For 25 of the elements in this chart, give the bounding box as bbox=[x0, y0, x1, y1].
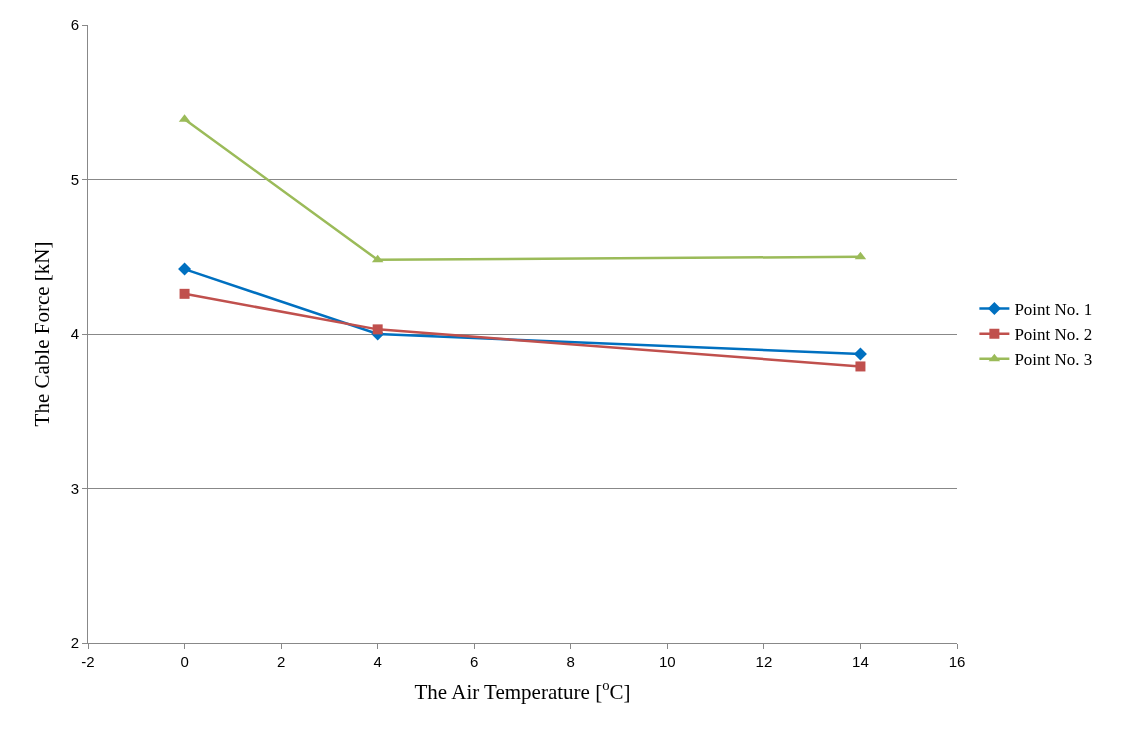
x-tick-label: 16 bbox=[948, 653, 966, 670]
legend-label: Point No. 2 bbox=[1014, 325, 1093, 345]
x-tick-label: 2 bbox=[276, 653, 286, 670]
y-tick-label: 6 bbox=[70, 16, 79, 34]
x-tick-label: 4 bbox=[373, 653, 382, 670]
x-tick-label: 14 bbox=[852, 653, 869, 670]
y-tick-label: 3 bbox=[70, 479, 79, 497]
x-axis-title: The Air Temperature [$^{o}$C] bbox=[414, 677, 631, 705]
x-tick-label: -2 bbox=[81, 653, 95, 670]
x-tick-label: 6 bbox=[470, 653, 479, 670]
y-tick-label: 5 bbox=[70, 170, 79, 188]
y-tick-label: 4 bbox=[70, 325, 79, 343]
point bbox=[179, 288, 190, 299]
point bbox=[855, 361, 866, 372]
x-tick-label: 10 bbox=[658, 653, 676, 670]
point bbox=[178, 262, 192, 276]
x-tick-label: 0 bbox=[180, 653, 189, 670]
x-tick-label: 8 bbox=[566, 653, 575, 670]
legend-label: Point No. 3 bbox=[1014, 350, 1093, 370]
x-tick-label: 12 bbox=[755, 653, 773, 670]
legend-label: Point No. 1 bbox=[1014, 300, 1093, 320]
y-axis-title: The Cable Force [kN] bbox=[29, 241, 54, 427]
y-tick-label: 2 bbox=[70, 634, 79, 652]
point bbox=[372, 324, 383, 335]
point bbox=[853, 347, 867, 361]
